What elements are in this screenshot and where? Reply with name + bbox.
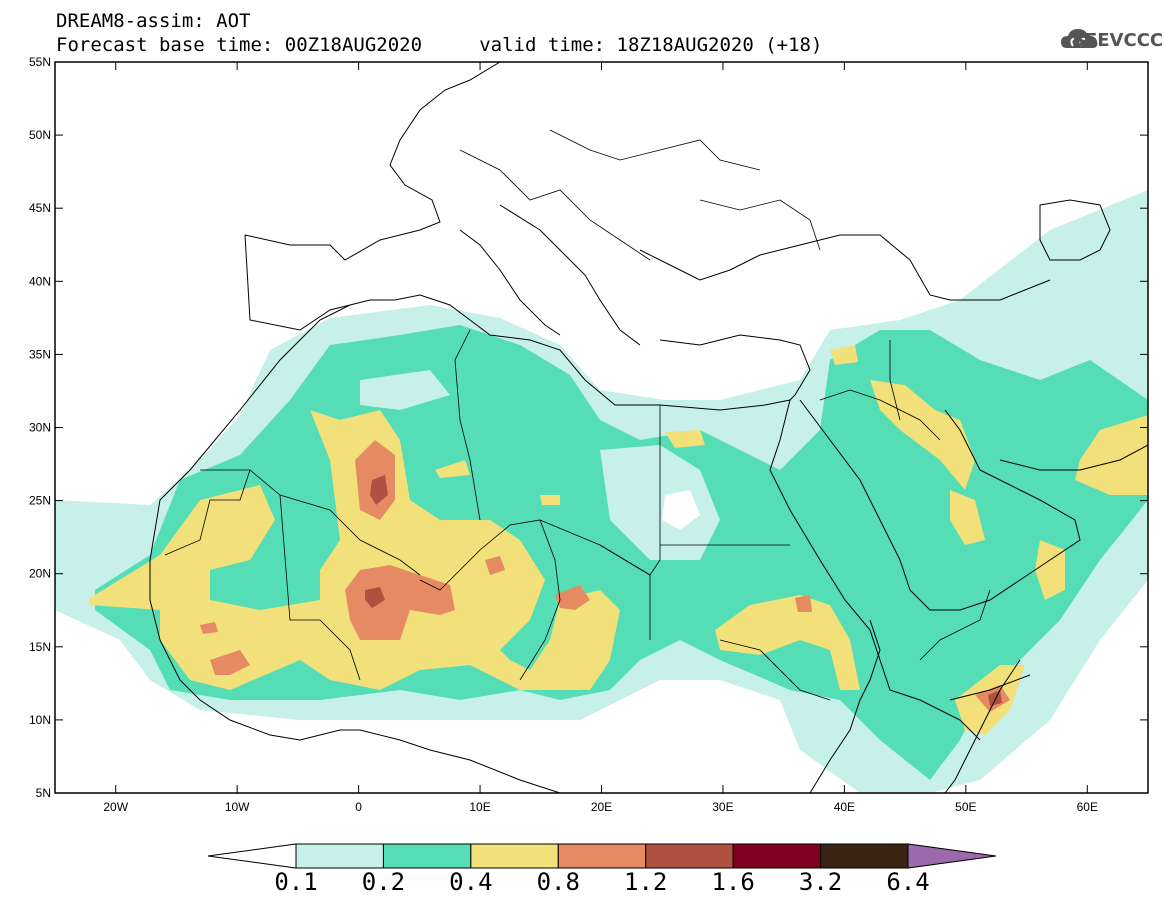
lon-axis: 20W 10W 0 10E 20E 30E 40E 50E 60E [103,62,1098,814]
lon-tick-label: 10W [225,800,250,814]
lon-tick-label: 10E [469,800,490,814]
colorbar-swatch [382,843,472,869]
aot-band-0.4-iran [1075,415,1148,495]
colorbar-label: 0.2 [361,868,406,896]
lon-tick-label: 30E [712,800,733,814]
colorbar-label: 3.2 [798,868,843,896]
lon-tick-label: 40E [834,800,855,814]
lat-tick-label: 5N [36,786,51,800]
colorbar-label: 0.8 [536,868,580,896]
lat-tick-label: 45N [29,201,51,215]
lon-tick-label: 60E [1077,800,1098,814]
colorbar-label: 0.4 [449,868,493,896]
lat-axis: 55N 50N 45N 40N 35N 30N 25N 20N 15N 10N 5N [29,55,1148,800]
colorbar-swatch [470,843,559,869]
logo-text: SEEVCCC [1072,30,1164,51]
lat-tick-label: 50N [29,128,51,142]
map-title: DREAM8-assim: AOT [56,10,251,32]
lat-tick-label: 30N [29,421,51,435]
aot-field [55,190,1148,793]
colorbar-swatch [732,843,822,869]
lat-tick-label: 25N [29,494,51,508]
colorbar-label: 1.2 [624,868,668,896]
colorbar-swatch [557,843,647,869]
cloud-icon [1061,29,1098,48]
country-borders [164,129,991,701]
aot-band-0.4-sudan [715,595,860,690]
lon-tick-label: 20W [103,800,128,814]
colorbar-swatch [820,843,909,869]
lat-tick-label: 20N [29,567,51,581]
aot-hole-algeria [360,370,450,410]
colorbar-label: 1.6 [711,868,755,896]
aot-band-0.4-saudi [950,490,985,545]
colorbar-label: 6.4 [886,868,930,896]
forecast-time-info: Forecast base time: 00Z18AUG2020 valid t… [56,34,823,56]
colorbar [207,843,997,869]
lat-tick-label: 55N [29,55,51,69]
colorbar-arrow-low [207,843,297,869]
aot-hole-egypt [662,490,700,530]
colorbar-swatch [295,843,384,869]
colorbar-swatch [645,843,734,869]
lat-tick-label: 35N [29,347,51,361]
aot-band-0.4-west [90,410,620,690]
lat-tick-label: 40N [29,274,51,288]
colorbar-label: 0.1 [274,868,318,896]
coastlines [149,62,1148,793]
aot-band-0.4-iraq [870,380,975,490]
aot-band-0.8 [200,440,1010,712]
lat-tick-label: 15N [29,640,51,654]
colorbar-arrow-high [907,843,997,869]
lon-tick-label: 0 [355,800,362,814]
lon-tick-label: 50E [955,800,976,814]
lon-tick-label: 20E [591,800,612,814]
lat-tick-label: 10N [29,713,51,727]
